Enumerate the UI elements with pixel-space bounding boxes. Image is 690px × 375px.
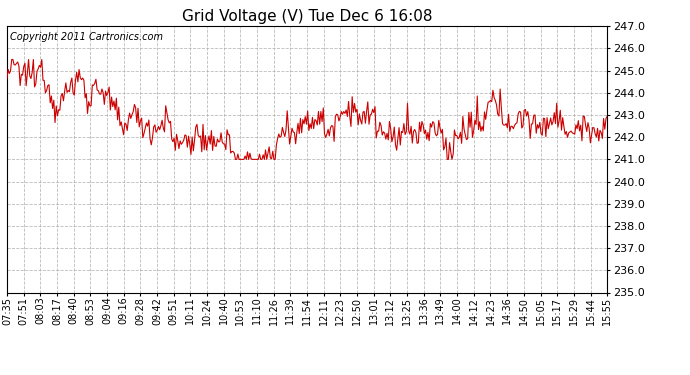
Text: Copyright 2011 Cartronics.com: Copyright 2011 Cartronics.com: [10, 32, 163, 42]
Title: Grid Voltage (V) Tue Dec 6 16:08: Grid Voltage (V) Tue Dec 6 16:08: [181, 9, 433, 24]
